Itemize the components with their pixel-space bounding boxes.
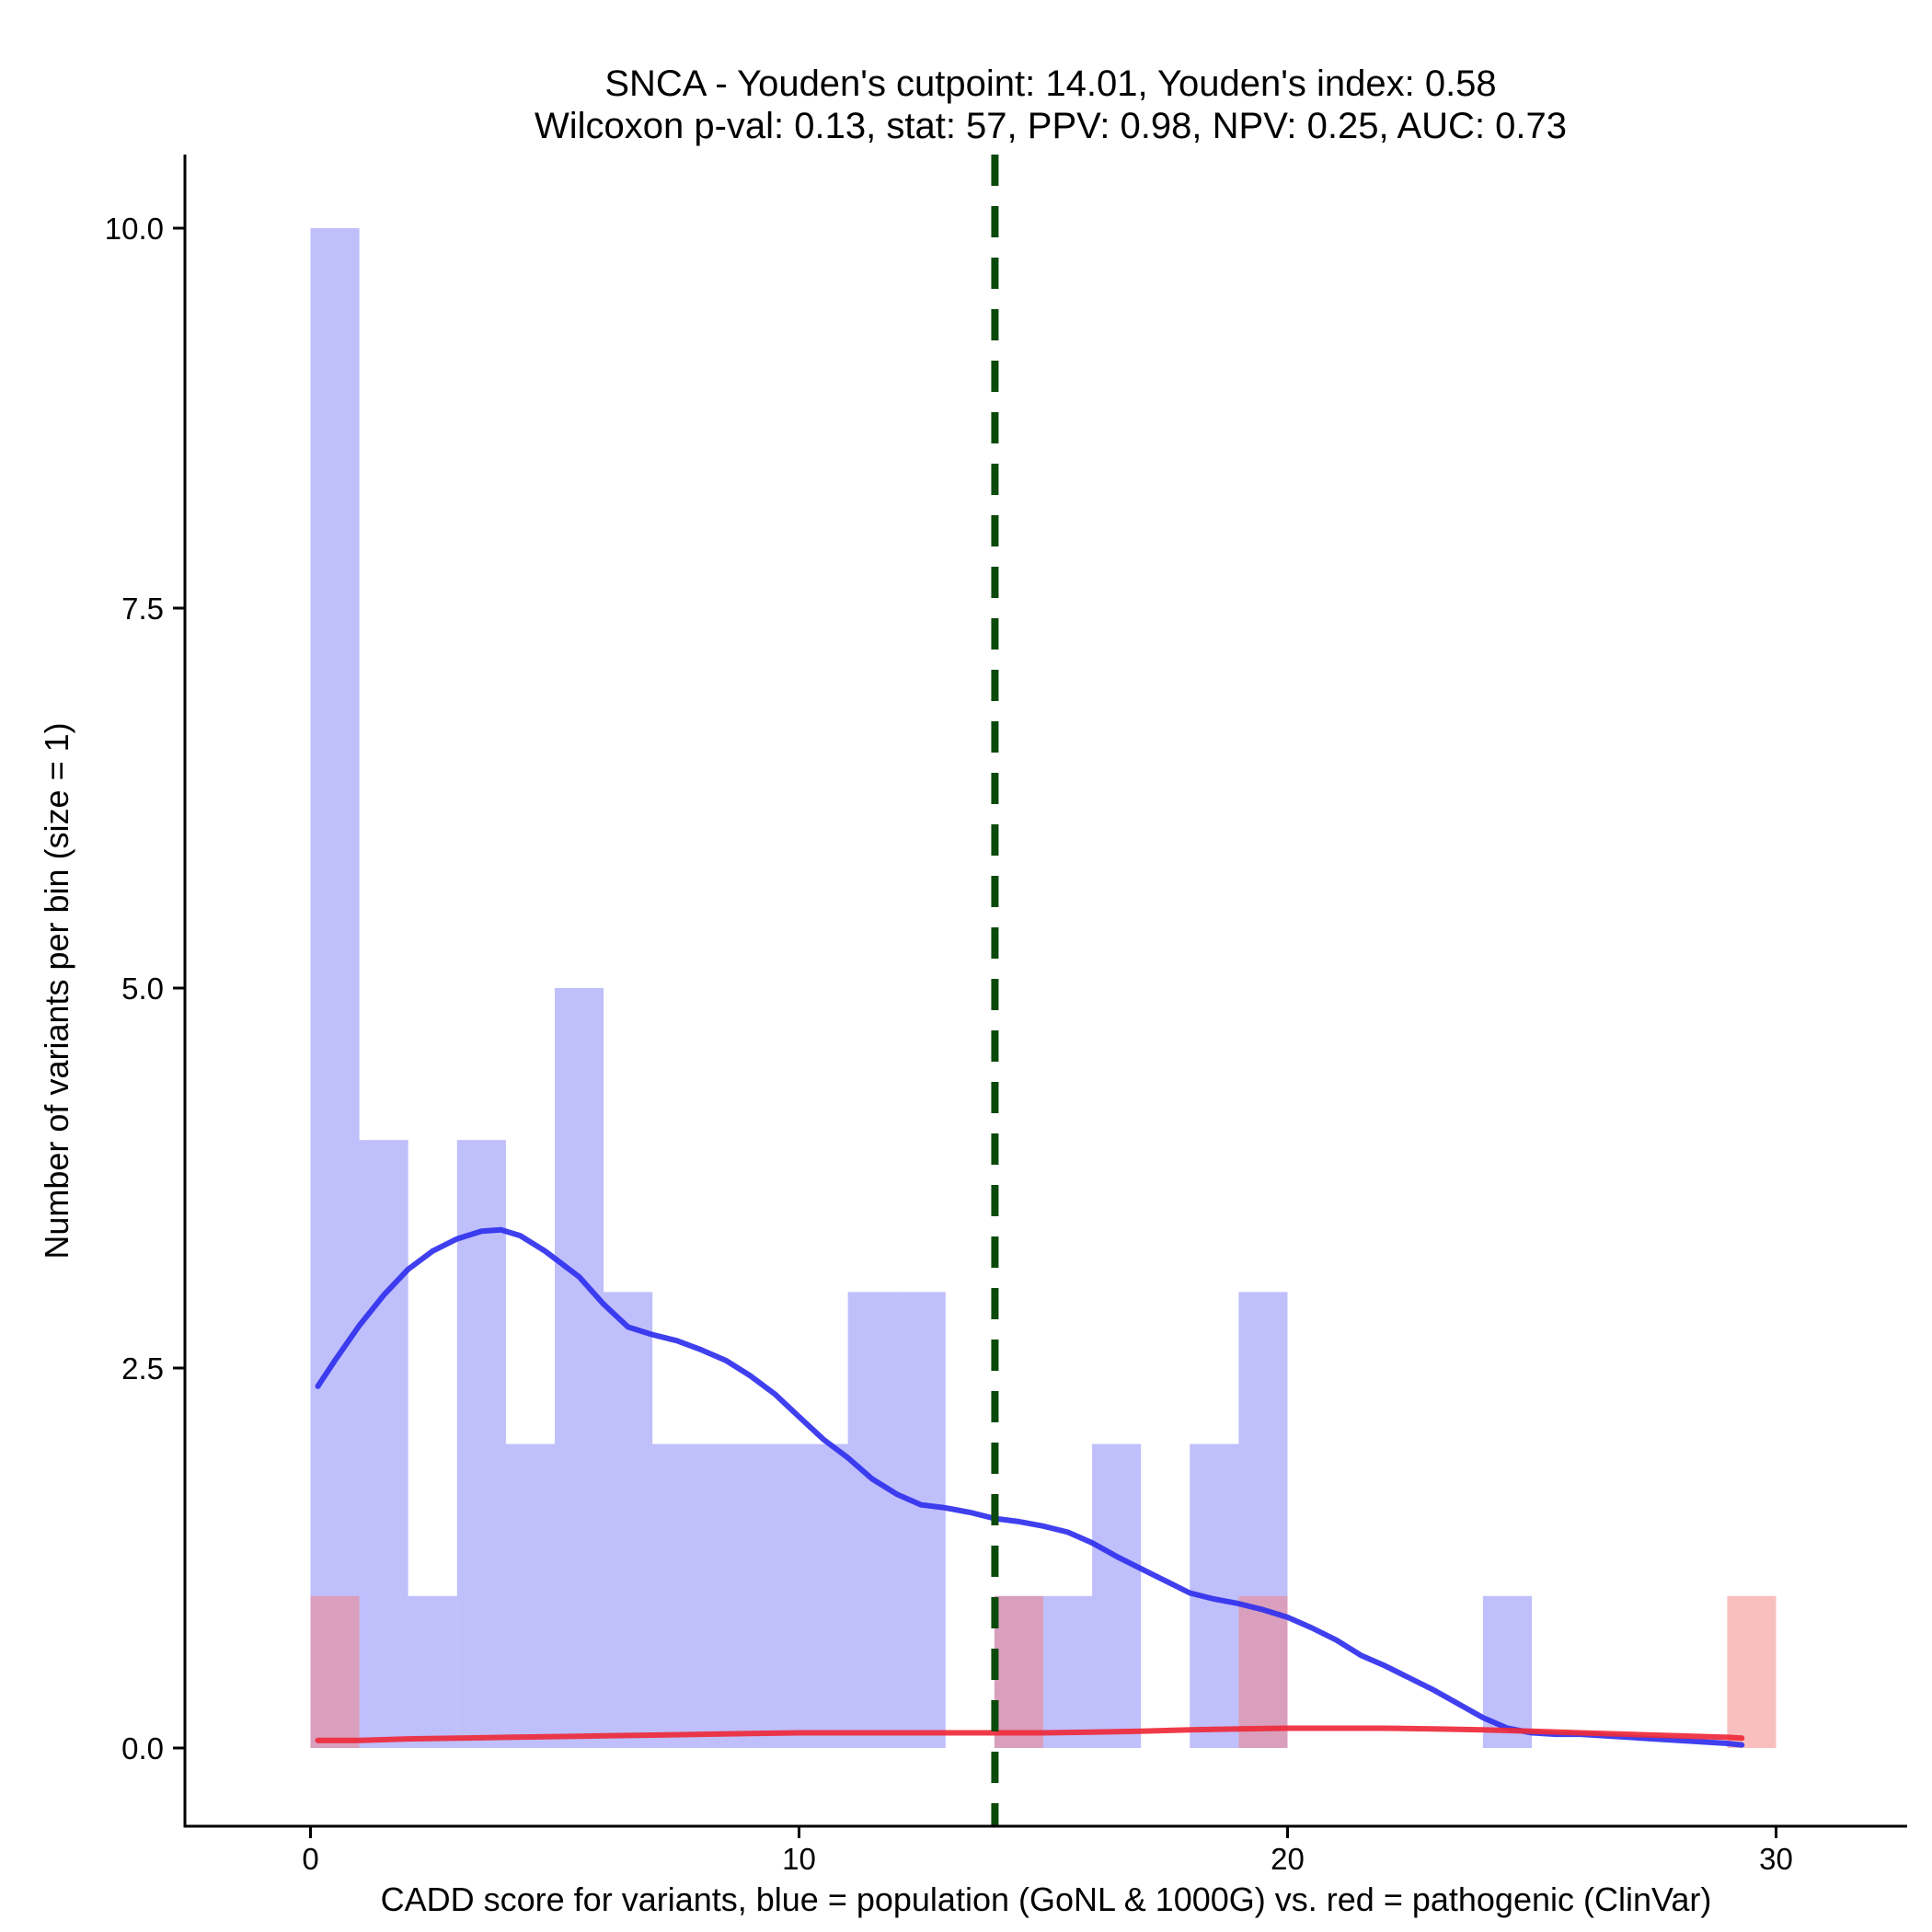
population-bar-4 — [505, 1443, 555, 1748]
density-curves — [315, 1226, 1745, 1748]
population-bar-1 — [359, 1140, 408, 1748]
population-bar-3 — [456, 1140, 506, 1748]
axes — [183, 155, 1907, 1828]
population-bar-8 — [701, 1443, 751, 1748]
x-tick-label: 10 — [782, 1842, 816, 1876]
y-tick-label: 0.0 — [121, 1731, 164, 1765]
y-tick-label: 7.5 — [121, 592, 164, 626]
population-bar-6 — [604, 1292, 653, 1748]
population-bar-16 — [1092, 1443, 1142, 1748]
chart-title: SNCA - Youden's cutpoint: 14.01, Youden'… — [604, 63, 1496, 104]
population-bar-2 — [408, 1595, 457, 1748]
y-axis-label: Number of variants per bin (size = 1) — [38, 722, 75, 1259]
population-bar-11 — [847, 1292, 897, 1748]
y-tick-label: 2.5 — [121, 1351, 164, 1386]
population-bar-15 — [1043, 1595, 1093, 1748]
population-bar-5 — [555, 988, 604, 1748]
population-bar-7 — [652, 1443, 702, 1748]
pathogenic-bar-19 — [1238, 1595, 1288, 1748]
x-tick-label: 20 — [1271, 1842, 1305, 1876]
y-tick-label: 10.0 — [105, 212, 164, 246]
population-bar-12 — [896, 1292, 946, 1748]
population-bar-10 — [799, 1443, 848, 1748]
pathogenic-bar-0 — [310, 1595, 360, 1748]
pathogenic-density-line — [315, 1725, 1745, 1743]
x-tick-label: 0 — [302, 1842, 318, 1876]
axis-ticks: 0 10 20 30 0.0 2.5 5.0 7.5 10.0 — [105, 212, 1793, 1876]
pathogenic-bar-14 — [994, 1595, 1043, 1748]
population-bar-0 — [310, 228, 360, 1748]
pathogenic-histogram — [310, 1595, 1777, 1748]
population-histogram — [310, 228, 1532, 1748]
pathogenic-bar-29 — [1727, 1595, 1777, 1748]
chart-subtitle: Wilcoxon p-val: 0.13, stat: 57, PPV: 0.9… — [535, 106, 1567, 146]
x-axis-label: CADD score for variants, blue = populati… — [381, 1880, 1712, 1918]
population-bar-9 — [750, 1443, 799, 1748]
x-tick-label: 30 — [1759, 1842, 1793, 1876]
y-tick-label: 5.0 — [121, 972, 164, 1006]
